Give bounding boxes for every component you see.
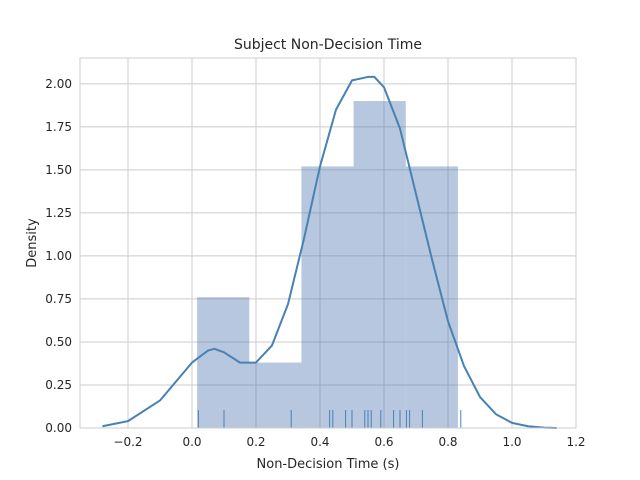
y-tick-label: 1.00 [45, 249, 72, 263]
kde-curve [102, 75, 557, 429]
y-tick-label: 0.50 [45, 335, 72, 349]
y-tick-label: 1.50 [45, 163, 72, 177]
y-tick-label: 1.75 [45, 120, 72, 134]
x-tick-label: 0.0 [182, 435, 201, 449]
histogram-bar [353, 101, 406, 428]
y-tick-label: 2.00 [45, 77, 72, 91]
y-tick-label: 0.00 [45, 421, 72, 435]
histogram-bar [301, 166, 354, 428]
kde-curve-group [102, 75, 557, 429]
x-tick-label: 0.6 [374, 435, 393, 449]
y-tick-label: 0.25 [45, 378, 72, 392]
plot-border [79, 57, 577, 429]
histogram-bar [249, 362, 302, 428]
histogram-bar [405, 166, 458, 428]
rug-ticks [197, 410, 462, 428]
x-tick-label: 0.8 [438, 435, 457, 449]
plot-frame [79, 57, 577, 429]
x-tick-labels: −0.2 0.0 0.2 0.4 0.6 0.8 1.0 1.2 [113, 435, 585, 449]
x-axis-title: Non-Decision Time (s) [257, 457, 400, 472]
x-tick-label: 1.2 [566, 435, 585, 449]
y-tick-labels: 0.00 0.25 0.50 0.75 1.00 1.25 1.50 1.75 2.00 [45, 77, 72, 435]
y-axis-title: Density [25, 218, 40, 268]
plot-area [80, 58, 576, 428]
y-tick-label: 0.75 [45, 292, 72, 306]
x-tick-label: −0.2 [113, 435, 142, 449]
y-tick-label: 1.25 [45, 206, 72, 220]
x-tick-label: 1.0 [502, 435, 521, 449]
x-tick-label: 0.4 [310, 435, 329, 449]
chart-title: Subject Non-Decision Time [234, 37, 422, 53]
x-tick-label: 0.2 [246, 435, 265, 449]
